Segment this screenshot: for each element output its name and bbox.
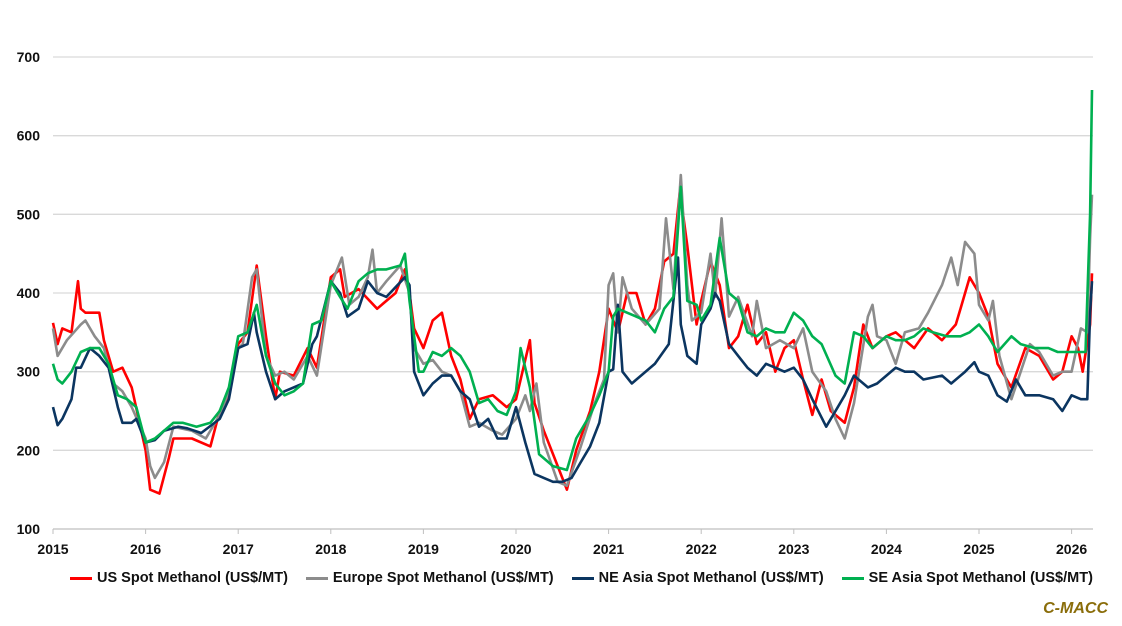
x-tick-label: 2026 <box>1056 541 1087 557</box>
series-line-se-asia <box>51 89 1094 472</box>
x-tick-label: 2023 <box>778 541 809 557</box>
y-tick-label: 600 <box>17 128 41 144</box>
series-line-ne-asia <box>51 256 1094 484</box>
legend: US Spot Methanol (US$/MT) Europe Spot Me… <box>70 570 1093 586</box>
x-tick-label: 2024 <box>871 541 902 557</box>
x-tick-label: 2020 <box>500 541 531 557</box>
x-tick-label: 2017 <box>223 541 254 557</box>
legend-label: Europe Spot Methanol (US$/MT) <box>332 570 554 586</box>
y-tick-label: 400 <box>17 285 41 301</box>
legend-item-se-asia: SE Asia Spot Methanol (US$/MT) <box>841 570 1093 586</box>
legend-item-us: US Spot Methanol (US$/MT) <box>70 570 288 586</box>
legend-swatch-us <box>70 576 92 580</box>
brand-logo-text: C-MACC <box>1043 600 1108 617</box>
legend-swatch-europe <box>305 576 328 580</box>
x-tick-label: 2015 <box>37 541 68 557</box>
x-tick-label: 2018 <box>315 541 346 557</box>
y-tick-label: 300 <box>17 364 41 380</box>
series-line-europe <box>51 173 1094 487</box>
y-tick-label: 500 <box>17 206 41 222</box>
legend-swatch-se-asia <box>841 576 864 580</box>
x-tick-label: 2025 <box>963 541 994 557</box>
legend-label: NE Asia Spot Methanol (US$/MT) <box>598 570 824 586</box>
y-tick-label: 200 <box>17 442 41 458</box>
series-line-us <box>51 189 1094 495</box>
x-tick-label: 2016 <box>130 541 161 557</box>
y-tick-label: 700 <box>17 49 41 65</box>
y-tick-label: 100 <box>17 521 41 537</box>
legend-label: US Spot Methanol (US$/MT) <box>97 570 288 586</box>
legend-item-europe: Europe Spot Methanol (US$/MT) <box>305 570 554 586</box>
x-tick-label: 2019 <box>408 541 439 557</box>
x-tick-label: 2021 <box>593 541 624 557</box>
legend-swatch-ne-asia <box>571 576 594 580</box>
legend-item-ne-asia: NE Asia Spot Methanol (US$/MT) <box>571 570 824 586</box>
legend-label: SE Asia Spot Methanol (US$/MT) <box>868 570 1093 586</box>
x-tick-label: 2022 <box>686 541 717 557</box>
